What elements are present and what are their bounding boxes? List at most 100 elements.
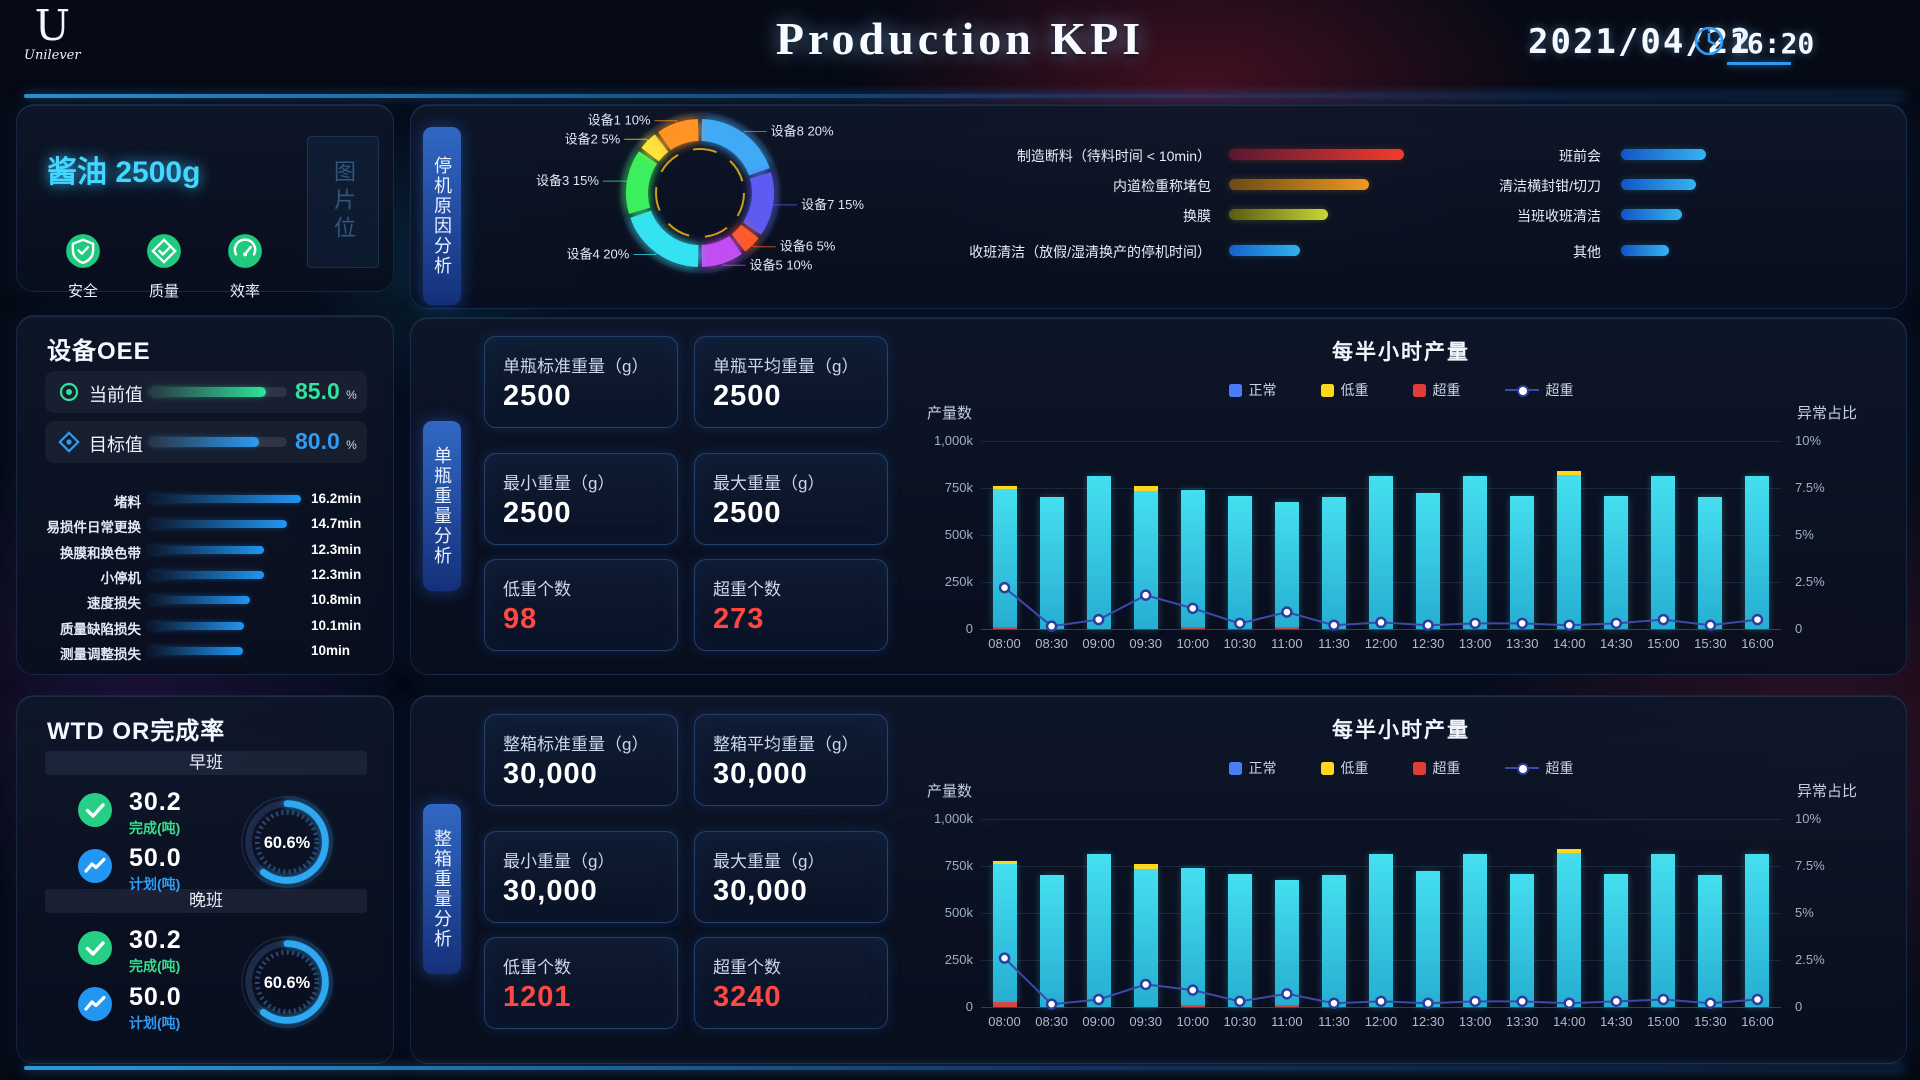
donut-segment-设备5[interactable] (700, 235, 742, 267)
card-value: 30,000 (503, 758, 598, 790)
diamond-check-icon (147, 234, 181, 268)
downtime-bar-label: 清洁横封钳/切刀 (1499, 178, 1601, 194)
downtime-bar-label: 当班收班清洁 (1517, 208, 1601, 224)
card-value: 98 (503, 603, 538, 635)
shift2-done-value: 30.2 (129, 926, 182, 954)
donut-segment-设备7[interactable] (742, 172, 774, 235)
x-tick: 10:30 (1223, 636, 1257, 651)
legend-swatch-icon (1412, 383, 1426, 397)
loss-label: 速度损失 (87, 596, 141, 612)
x-tick: 08:30 (1035, 1014, 1068, 1029)
value-card: 单瓶平均重量（g） 2500 (694, 336, 888, 428)
loss-bar (149, 621, 244, 630)
legend-item-超重[interactable]: 超重 (1412, 380, 1461, 400)
bar-segment (1227, 496, 1252, 629)
tab-case-weight[interactable]: 整箱重量分析 (423, 804, 461, 974)
shift2-plan-value: 50.0 (129, 983, 182, 1011)
x-tick: 13:00 (1458, 636, 1492, 651)
product-badge-1: 安全 (42, 233, 124, 301)
donut-segment-设备2[interactable] (641, 134, 669, 162)
donut-segment-设备4[interactable] (630, 209, 700, 267)
loss-bar (149, 570, 265, 579)
donut-segment-设备6[interactable] (731, 224, 759, 252)
chart-title: 每半小时产量 (1332, 341, 1470, 364)
tab-downtime-analysis[interactable]: 停机原因分析 (423, 127, 461, 305)
bar-segment (992, 1002, 1017, 1007)
chart-legend: 正常 低重 超重 超重 (921, 380, 1881, 400)
legend-item-超重[interactable]: 超重 (1412, 758, 1461, 778)
y-tick: 1,000k (933, 433, 973, 448)
legend-item-line-超重[interactable]: 超重 (1504, 380, 1574, 400)
y-tick: 500k (944, 527, 973, 542)
loss-label: 质量缺陷损失 (60, 621, 141, 637)
y2-tick: 10% (1795, 811, 1822, 826)
donut-segment-设备8[interactable] (700, 119, 770, 177)
x-tick: 09:00 (1082, 1014, 1115, 1029)
value-card: 整箱标准重量（g） 30,000 (484, 714, 678, 806)
wtd-panel: WTD OR完成率 早班 30.2 完成(吨) 50.0 计划(吨) 60.6%… (16, 695, 394, 1064)
bar-segment (1369, 854, 1393, 1007)
donut-label: 设备6 5% (780, 239, 836, 254)
y2-tick: 0 (1795, 621, 1803, 636)
y2-tick: 5% (1795, 527, 1814, 542)
bar-segment (1086, 476, 1111, 629)
loss-bar (149, 520, 287, 529)
x-tick: 12:30 (1411, 1014, 1445, 1029)
x-tick: 16:00 (1741, 636, 1774, 651)
x-tick: 08:00 (988, 636, 1021, 651)
downtime-bar (1621, 179, 1696, 190)
legend-swatch-icon (1228, 761, 1242, 775)
x-tick: 09:00 (1082, 636, 1115, 651)
bar-segment (1604, 873, 1629, 1007)
x-tick: 11:00 (1271, 1014, 1303, 1029)
page-title: Production KPI (775, 13, 1145, 64)
tab-bottle-weight[interactable]: 单瓶重量分析 (423, 421, 461, 591)
x-tick: 15:00 (1647, 1014, 1680, 1029)
downtime-bar (1229, 149, 1404, 160)
bar-segment (1745, 476, 1770, 629)
x-tick: 11:30 (1318, 1014, 1350, 1029)
chart-legend: 正常 低重 超重 超重 (921, 758, 1881, 778)
loss-bar (149, 646, 243, 655)
donut-segment-设备3[interactable] (626, 151, 658, 214)
y-tick: 250k (944, 952, 973, 967)
legend-item-低重[interactable]: 低重 (1320, 380, 1369, 400)
bar-segment (992, 864, 1017, 1003)
card-label: 低重个数 (503, 580, 571, 599)
card-label: 单瓶平均重量（g） (713, 357, 859, 376)
bar-segment (1698, 497, 1723, 629)
legend-swatch-icon (1412, 761, 1426, 775)
downtime-bar-label: 收班清洁（放假/湿清换产的停机时间） (969, 244, 1211, 260)
legend-item-line-超重[interactable]: 超重 (1504, 758, 1574, 778)
case-halfhour-chart: 每半小时产量 正常 低重 超重 超重 产量数 异常占比 1,000k 10% 750k 7.5% 50… (921, 696, 1881, 1046)
legend-item-低重[interactable]: 低重 (1320, 758, 1369, 778)
y-tick: 0 (965, 621, 973, 636)
shift1-done-label: 完成(吨) (129, 820, 181, 836)
svg-text:60.6%: 60.6% (264, 834, 311, 852)
card-label: 最大重量（g） (713, 474, 825, 493)
x-tick: 14:00 (1552, 636, 1586, 651)
x-tick: 12:00 (1364, 636, 1398, 651)
x-tick: 10:30 (1223, 1014, 1257, 1029)
card-label: 单瓶标准重量（g） (503, 357, 649, 376)
legend-item-正常[interactable]: 正常 (1228, 380, 1277, 400)
bar-segment (1180, 1004, 1205, 1007)
donut-segment-设备1[interactable] (658, 119, 700, 151)
oee-target-value: 80.0 (295, 428, 340, 454)
downtime-panel: 停机原因分析 设备8 20% 设备7 15% 设备6 5% 设备5 10% 设备4 20… (410, 104, 1907, 309)
bar-segment (1369, 476, 1393, 629)
time-underline (1727, 62, 1791, 65)
downtime-bar (1229, 209, 1328, 220)
bar-segment (1274, 627, 1299, 629)
bar-segment (1039, 875, 1064, 1007)
x-tick: 15:00 (1647, 636, 1680, 651)
bar-segment (1227, 874, 1252, 1007)
x-tick: 11:30 (1318, 636, 1350, 651)
legend-item-正常[interactable]: 正常 (1228, 758, 1277, 778)
downtime-bar (1621, 209, 1682, 220)
bar-segment (1463, 854, 1488, 1007)
y2-axis-label: 异常占比 (1797, 405, 1858, 422)
value-card: 最小重量（g） 2500 (484, 453, 678, 545)
legend-line-icon (1504, 763, 1539, 775)
badge-label: 质量 (148, 283, 179, 300)
